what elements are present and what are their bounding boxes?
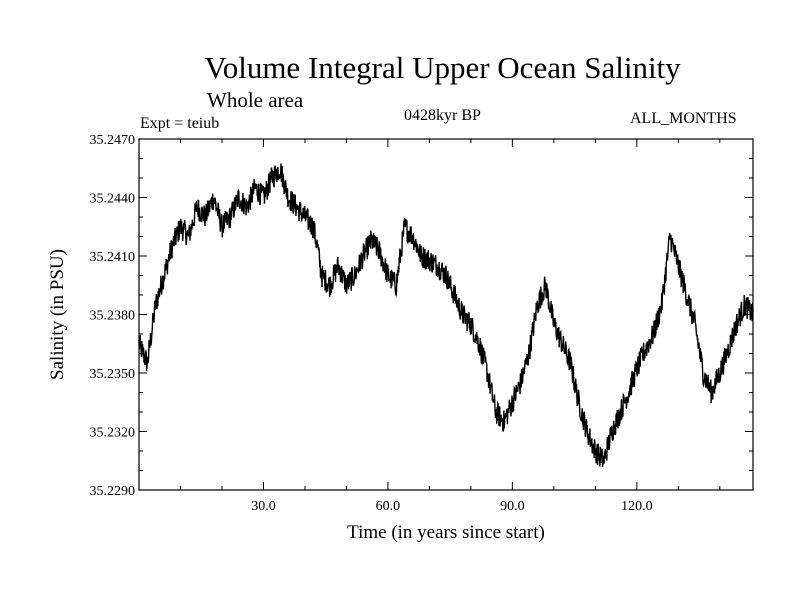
chart-subtitle: Whole area	[207, 88, 304, 112]
period-label: 0428kyr BP	[404, 107, 481, 124]
y-tick-label: 35.2290	[90, 484, 136, 499]
y-tick-label: 35.2410	[90, 250, 136, 265]
tick-labels: 35.2290 35.2320 35.2350 35.2380 35.2410 35.24…	[90, 133, 653, 514]
plot-frame	[138, 138, 754, 491]
x-tick-label: 120.0	[621, 499, 653, 514]
months-label: ALL_MONTHS	[630, 110, 737, 127]
y-tick-label: 35.2350	[90, 367, 136, 382]
chart-title: Volume Integral Upper Ocean Salinity	[204, 50, 681, 85]
y-axis-label: Salinity (in PSU)	[47, 249, 68, 380]
y-tick-label: 35.2440	[90, 192, 136, 207]
experiment-label: Expt = teiub	[140, 115, 220, 132]
series-line-salinity	[138, 163, 754, 468]
x-axis-label: Time (in years since start)	[347, 522, 545, 543]
y-tick-label: 35.2380	[90, 309, 136, 324]
axis-ticks	[138, 138, 753, 491]
x-tick-label: 60.0	[376, 499, 401, 514]
x-tick-label: 30.0	[251, 499, 276, 514]
y-tick-label: 35.2320	[90, 426, 136, 441]
x-tick-label: 90.0	[500, 499, 525, 514]
y-tick-label: 35.2470	[90, 133, 136, 148]
series-layer	[138, 163, 754, 468]
